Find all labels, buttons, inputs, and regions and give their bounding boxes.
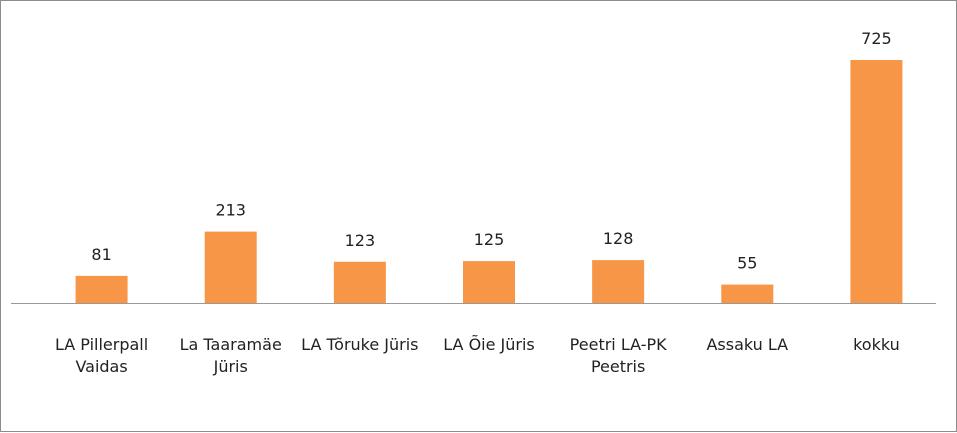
x-tick-label: La Taaramäe Jüris: [179, 335, 282, 376]
bar: [463, 261, 515, 303]
bar: [850, 60, 903, 303]
x-tick-label: Assaku LA: [706, 335, 789, 354]
data-label: 725: [861, 29, 892, 48]
data-label: 55: [737, 254, 757, 273]
x-tick-label: LA Pillerpall Vaidas: [54, 335, 149, 376]
bar: [721, 284, 774, 303]
bar: [592, 260, 645, 303]
x-tick-label: LA Tõruke Jüris: [301, 335, 419, 354]
data-label: 81: [91, 245, 111, 264]
bar: [75, 275, 128, 303]
data-label: 128: [603, 229, 634, 248]
bar: [204, 231, 257, 303]
x-tick-label: Peetri LA-PK Peetris: [569, 335, 667, 376]
x-tick-label: kokku: [853, 335, 900, 354]
data-label: 123: [345, 231, 376, 250]
x-tick-label: LA Õie Jüris: [443, 335, 535, 354]
data-label: 125: [474, 230, 505, 249]
bar: [333, 261, 386, 303]
data-label: 213: [215, 201, 246, 220]
